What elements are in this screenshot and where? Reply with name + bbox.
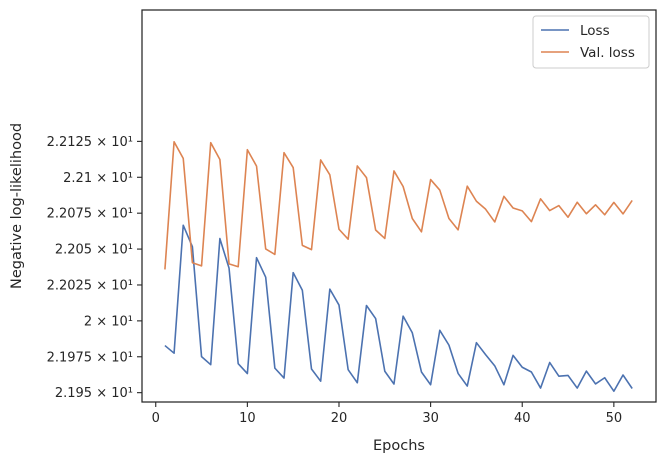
- y-tick-label: 2 × 10¹: [84, 314, 133, 329]
- legend-box: [532, 15, 650, 69]
- axis-ticks: 0 10 20 30 40 50 2.195 × 10¹ 2.1975 × 10¹ 2 × 10…: [47, 135, 623, 426]
- x-tick-label: 20: [331, 411, 348, 426]
- series-line-loss: [164, 224, 633, 393]
- y-tick-label: 2.195 × 10¹: [55, 386, 133, 401]
- y-tick-label: 2.1975 × 10¹: [47, 350, 133, 365]
- plot-frame: [141, 9, 657, 403]
- x-tick-label: 40: [514, 411, 531, 426]
- y-tick-label: 2.2025 × 10¹: [47, 278, 133, 293]
- legend-label-loss: Loss: [580, 23, 610, 39]
- series-line-val-loss: [164, 141, 633, 270]
- y-tick-label: 2.2075 × 10¹: [47, 207, 133, 222]
- x-tick-label: 30: [422, 411, 439, 426]
- y-axis-label: Negative log-likelihood: [9, 123, 25, 289]
- x-tick-label: 50: [606, 411, 623, 426]
- series-lines: [164, 141, 633, 393]
- legend: Loss Val. loss: [532, 15, 650, 69]
- y-tick-label: 2.21 × 10¹: [63, 171, 133, 186]
- x-tick-label: 0: [152, 411, 160, 426]
- x-tick-label: 10: [239, 411, 256, 426]
- y-tick-label: 2.2125 × 10¹: [47, 135, 133, 150]
- legend-label-val-loss: Val. loss: [580, 45, 635, 61]
- x-axis-label: Epochs: [373, 438, 425, 454]
- y-tick-label: 2.205 × 10¹: [55, 243, 133, 258]
